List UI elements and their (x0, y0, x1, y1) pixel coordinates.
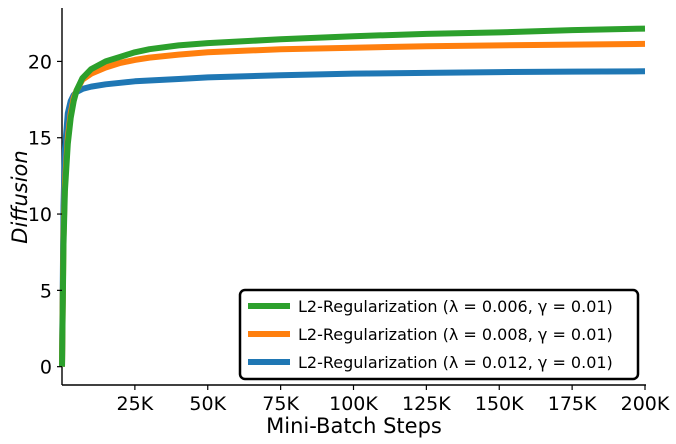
x-tick-label: 125K (402, 393, 451, 415)
y-axis-ticks: 0 5 10 15 20 (28, 51, 62, 379)
series-line-1 (59, 25, 646, 367)
x-axis-ticks: 25K 50K 75K 100K 125K 150K 175K 200K (117, 385, 670, 415)
legend-box (238, 288, 640, 381)
y-tick-label: 0 (40, 357, 52, 379)
x-tick-label: 25K (117, 393, 154, 415)
y-axis-label: Diffusion (8, 150, 32, 243)
y-tick-label: 10 (28, 204, 52, 226)
legend-label-1: L2-Regularization (λ = 0.006, γ = 0.01) (298, 297, 613, 316)
x-tick-label: 75K (262, 393, 299, 415)
legend: L2-Regularization (λ = 0.006, γ = 0.01) L… (238, 288, 640, 381)
x-tick-label: 200K (621, 393, 670, 415)
x-tick-label: 175K (548, 393, 597, 415)
y-tick-label: 5 (40, 280, 52, 302)
y-tick-label: 15 (28, 128, 52, 150)
x-axis-label: Mini-Batch Steps (266, 414, 442, 438)
legend-label-2: L2-Regularization (λ = 0.008, γ = 0.01) (298, 325, 613, 344)
y-tick-label: 20 (28, 51, 52, 73)
plot-area: 25K 50K 75K 100K 125K 150K 175K 200K 0 5 10 15 20 (28, 8, 670, 415)
series-layer (59, 25, 646, 367)
x-tick-label: 50K (189, 393, 226, 415)
x-tick-label: 150K (475, 393, 524, 415)
legend-entries: L2-Regularization (λ = 0.006, γ = 0.01) L… (248, 297, 613, 372)
x-tick-label: 100K (329, 393, 378, 415)
legend-label-3: L2-Regularization (λ = 0.012, γ = 0.01) (298, 353, 613, 372)
